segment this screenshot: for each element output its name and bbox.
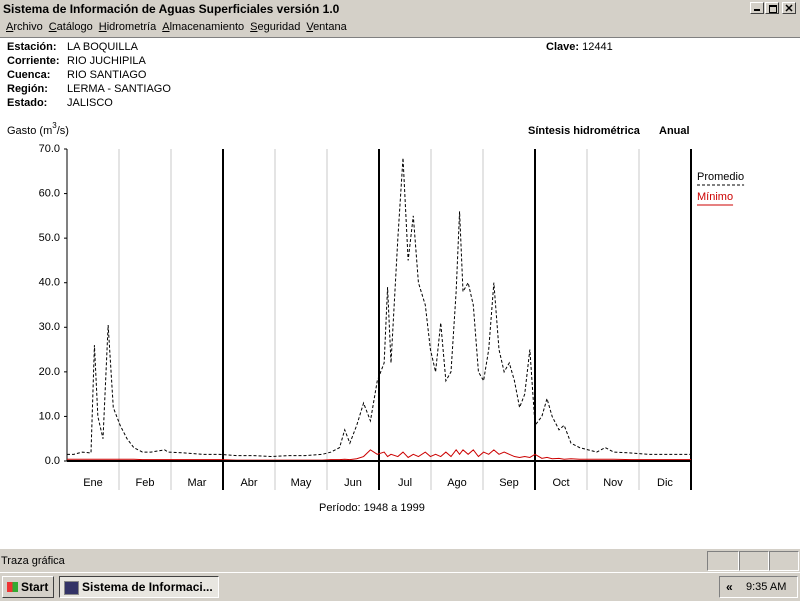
menu-item[interactable]: Hidrometría [98, 21, 157, 33]
menu-bar: Archivo Catálogo Hidrometría Almacenamiento… [0, 18, 800, 38]
status-panel [739, 551, 769, 571]
chart-subtitle: Anual [659, 125, 690, 137]
legend-label: Promedio [697, 171, 744, 183]
task-button[interactable]: Sistema de Informaci... [59, 576, 219, 598]
close-icon [785, 4, 793, 12]
field-label: Estación: [7, 41, 57, 53]
y-tick-label: 30.0 [39, 321, 60, 333]
station-labels: Estación: Corriente: Cuenca: Región: Estado: [7, 40, 60, 110]
field-label: Cuenca: [7, 69, 51, 81]
menu-item[interactable]: Catálogo [48, 21, 93, 33]
field-value: LA BOQUILLA [67, 41, 138, 53]
field-value: RIO JUCHIPILA [67, 55, 146, 67]
field-value: JALISCO [67, 97, 113, 109]
close-button[interactable] [782, 2, 796, 14]
task-icon [64, 581, 79, 595]
y-label-sup: 3 [52, 121, 57, 130]
field-value: LERMA - SANTIAGO [67, 83, 171, 95]
x-tick-label: Abr [240, 477, 257, 489]
taskbar: Start Sistema de Informaci... « 9:35 AM [0, 572, 800, 601]
menu-item[interactable]: Archivo [6, 21, 43, 33]
field-label: Estado: [7, 97, 48, 109]
status-panel [707, 551, 739, 571]
x-tick-label: Jun [344, 477, 362, 489]
y-tick-label: 40.0 [39, 277, 60, 289]
window-title: Sistema de Información de Aguas Superfic… [3, 2, 340, 16]
start-button[interactable]: Start [2, 576, 54, 598]
field-label: Corriente: [7, 55, 60, 67]
clock: 9:35 AM [746, 581, 787, 593]
x-tick-label: Feb [136, 477, 155, 489]
y-tick-label: 20.0 [39, 366, 60, 378]
menu-item[interactable]: Almacenamiento [162, 21, 245, 33]
chart-title: Síntesis hidrométrica [528, 125, 641, 137]
clave-label: Clave: [546, 41, 580, 53]
x-tick-label: Dic [657, 477, 673, 489]
status-bar: Traza gráfica [0, 548, 800, 573]
y-tick-label: 50.0 [39, 232, 60, 244]
series-line [67, 449, 691, 461]
menu-item[interactable]: Seguridad [250, 21, 301, 33]
y-axis-label: Gasto (m3/s) [7, 121, 69, 137]
restore-button[interactable] [765, 2, 779, 14]
chart: Gasto (m3/s) Síntesis hidrométrica Anual… [7, 121, 745, 514]
y-label-part: /s) [57, 125, 69, 137]
minimize-button[interactable] [750, 2, 764, 14]
task-label: Sistema de Informaci... [82, 580, 213, 594]
field-label: Región: [7, 83, 48, 95]
x-tick-label: Sep [499, 477, 519, 489]
legend-label: Mínimo [697, 191, 733, 203]
station-values: LA BOQUILLA RIO JUCHIPILA RIO SANTIAGO LERM… [67, 40, 171, 110]
field-value: RIO SANTIAGO [67, 69, 147, 81]
x-tick-label: May [291, 477, 312, 489]
x-tick-label: Mar [188, 477, 207, 489]
y-tick-label: 70.0 [39, 143, 60, 155]
x-tick-label: Ago [447, 477, 467, 489]
period-note: Período: 1948 a 1999 [319, 502, 425, 514]
x-tick-label: Jul [398, 477, 412, 489]
start-logo [7, 582, 18, 592]
y-label-part: Gasto (m [7, 125, 52, 137]
clave: Clave: 12441 [546, 40, 613, 54]
status-text: Traza gráfica [1, 555, 65, 567]
x-tick-label: Nov [603, 477, 623, 489]
tray-arrow[interactable]: « [726, 580, 733, 594]
start-label: Start [21, 580, 49, 594]
system-tray: « 9:35 AM [719, 576, 798, 598]
y-tick-label: 10.0 [39, 410, 60, 422]
x-tick-label: Ene [83, 477, 103, 489]
title-bar: Sistema de Información de Aguas Superfic… [0, 0, 800, 18]
clave-value: 12441 [582, 41, 613, 53]
menu-item[interactable]: Ventana [306, 21, 347, 33]
status-panel [769, 551, 799, 571]
y-tick-label: 60.0 [39, 187, 60, 199]
y-tick-label: 0.0 [45, 455, 60, 467]
series-line [67, 157, 691, 458]
x-tick-label: Oct [552, 477, 569, 489]
